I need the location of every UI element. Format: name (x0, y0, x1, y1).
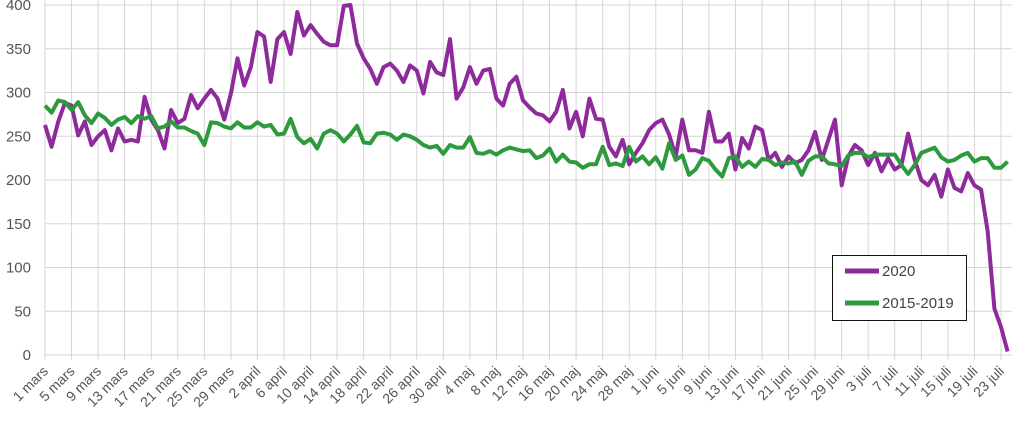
y-axis: 0 50 100 150 200 250 300 350 400 (6, 0, 31, 364)
y-tick-label: 150 (6, 216, 31, 233)
y-tick-label: 350 (6, 41, 31, 58)
y-tick-label: 0 (23, 347, 31, 364)
x-tick-label: 1 juni (627, 363, 662, 398)
legend-label-2015-2019: 2015-2019 (882, 295, 954, 312)
x-tick-label: 23 juli (970, 363, 1007, 400)
y-tick-label: 100 (6, 260, 31, 277)
x-tick-label: 5 juni (653, 363, 688, 398)
x-tick-label: 3 juli (843, 363, 875, 395)
y-tick-label: 250 (6, 128, 31, 145)
series-lines (43, 3, 1010, 353)
x-tick-label: 4 maj (440, 363, 476, 399)
y-tick-label: 300 (6, 85, 31, 102)
legend: 2020 2015-2019 (832, 255, 967, 321)
y-tick-label: 200 (6, 172, 31, 189)
series-line-2020 (43, 3, 1010, 353)
y-tick-label: 400 (6, 0, 31, 14)
legend-label-2020: 2020 (882, 263, 915, 280)
series-line-2015-2019 (43, 98, 1009, 179)
y-tick-label: 50 (14, 303, 31, 320)
